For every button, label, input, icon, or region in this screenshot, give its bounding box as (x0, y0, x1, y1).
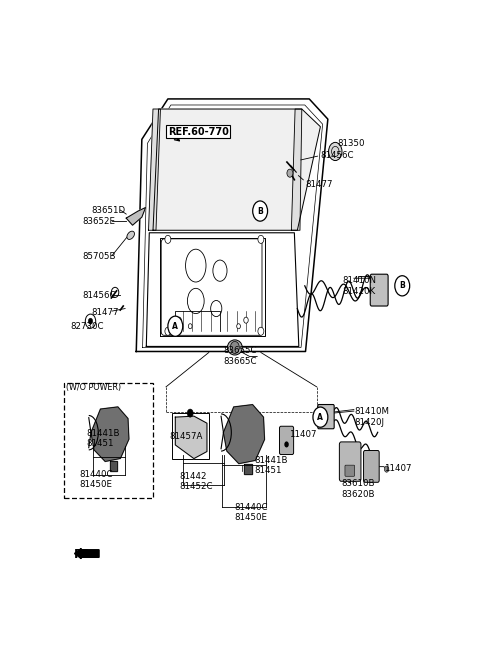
Text: 83651D: 83651D (92, 205, 126, 215)
Circle shape (165, 236, 171, 243)
Text: 81420K: 81420K (343, 287, 376, 297)
Text: 81451: 81451 (86, 439, 114, 448)
Circle shape (258, 327, 264, 335)
Text: 81456C: 81456C (83, 291, 116, 300)
Text: 81457A: 81457A (170, 432, 203, 441)
Text: 81410M: 81410M (354, 407, 389, 416)
Polygon shape (153, 109, 321, 230)
Text: 81477: 81477 (92, 308, 119, 317)
Text: 81451: 81451 (254, 466, 282, 475)
Polygon shape (148, 109, 160, 230)
Circle shape (177, 317, 181, 323)
Polygon shape (224, 405, 264, 464)
Text: 81440C: 81440C (79, 470, 113, 480)
Polygon shape (136, 99, 328, 352)
Circle shape (384, 466, 389, 472)
Circle shape (287, 169, 293, 177)
Circle shape (187, 409, 193, 417)
Polygon shape (244, 464, 252, 474)
Circle shape (313, 407, 328, 427)
Text: 83620B: 83620B (341, 491, 375, 499)
Text: (W/O POWER): (W/O POWER) (66, 383, 120, 392)
Text: 83652E: 83652E (83, 216, 115, 226)
Text: 81441B: 81441B (86, 429, 120, 438)
Circle shape (168, 316, 183, 337)
Text: 81410N: 81410N (343, 276, 377, 285)
Circle shape (237, 323, 240, 329)
Circle shape (230, 341, 240, 354)
Text: 81440C: 81440C (235, 502, 268, 512)
Text: 81442: 81442 (180, 472, 207, 482)
Circle shape (329, 142, 342, 161)
Text: A: A (172, 321, 178, 331)
Text: 11407: 11407 (289, 430, 317, 440)
FancyBboxPatch shape (363, 451, 379, 482)
Text: 85705B: 85705B (83, 252, 116, 261)
Bar (64, 383, 153, 498)
Text: B: B (399, 281, 405, 291)
Text: 81452C: 81452C (180, 482, 213, 491)
Circle shape (252, 201, 267, 221)
Polygon shape (175, 416, 207, 459)
FancyArrow shape (74, 548, 99, 559)
FancyBboxPatch shape (339, 442, 361, 482)
Circle shape (188, 323, 192, 329)
Text: 83665C: 83665C (224, 357, 257, 366)
Text: 81420J: 81420J (354, 418, 384, 426)
Text: FR.: FR. (74, 548, 96, 561)
Text: A: A (317, 413, 324, 422)
Circle shape (258, 236, 264, 243)
Text: 81450E: 81450E (79, 480, 112, 489)
Text: 81350: 81350 (337, 139, 365, 148)
FancyBboxPatch shape (370, 274, 388, 306)
Text: 11407: 11407 (384, 464, 411, 473)
FancyBboxPatch shape (345, 465, 355, 476)
Bar (172, 413, 209, 459)
Text: 81456C: 81456C (321, 151, 354, 160)
Ellipse shape (228, 340, 242, 355)
Polygon shape (291, 109, 302, 230)
Circle shape (165, 327, 171, 335)
Circle shape (88, 318, 93, 324)
Polygon shape (110, 461, 117, 471)
Text: 83610B: 83610B (341, 480, 375, 488)
Text: 81450E: 81450E (235, 513, 268, 522)
Circle shape (395, 276, 410, 296)
Circle shape (244, 317, 248, 323)
FancyBboxPatch shape (318, 405, 334, 429)
Text: 83655C: 83655C (224, 346, 257, 355)
Polygon shape (91, 407, 129, 461)
Circle shape (85, 314, 96, 328)
Text: 81441B: 81441B (254, 456, 288, 465)
Text: 82730C: 82730C (71, 321, 104, 331)
Text: 81477: 81477 (305, 180, 333, 190)
Ellipse shape (127, 231, 134, 239)
Text: REF.60-770: REF.60-770 (168, 127, 229, 136)
Text: B: B (257, 207, 263, 216)
Circle shape (284, 441, 289, 447)
Polygon shape (126, 207, 145, 225)
FancyBboxPatch shape (279, 426, 294, 455)
